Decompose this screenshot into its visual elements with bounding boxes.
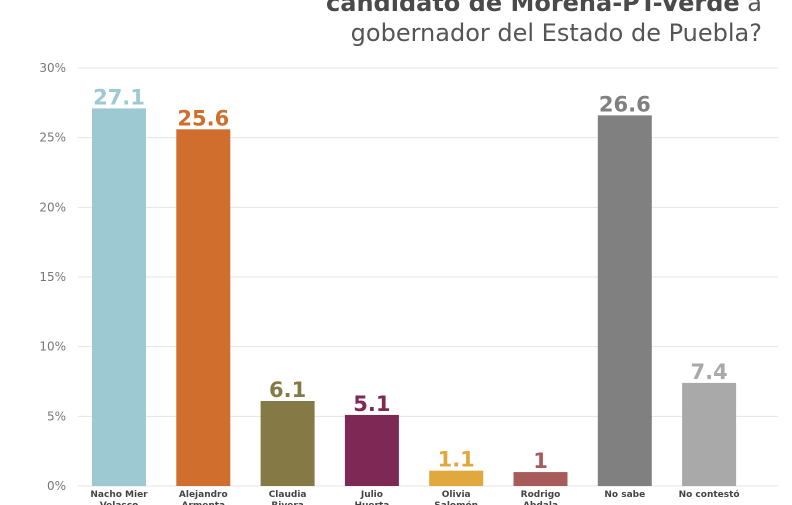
y-tick-label: 20% <box>39 200 66 214</box>
data-label: 7.4 <box>690 360 727 384</box>
data-label: 25.6 <box>177 106 229 130</box>
data-label: 1 <box>533 449 548 473</box>
x-tick-label: Alejandro <box>179 490 228 500</box>
x-tick-label: Claudia <box>269 490 307 500</box>
y-tick-label: 10% <box>39 340 66 354</box>
y-tick-label: 30% <box>39 61 66 75</box>
bar <box>92 108 146 486</box>
data-label: 6.1 <box>269 378 306 402</box>
title-line1-rest: a <box>739 0 762 17</box>
x-tick-label: Rivera <box>271 501 304 505</box>
bar <box>344 414 399 486</box>
data-label: 5.1 <box>353 392 390 416</box>
bar <box>513 472 568 486</box>
y-tick-label: 15% <box>39 270 66 284</box>
y-tick-label: 5% <box>47 409 66 423</box>
x-tick-label: Julio <box>360 490 383 500</box>
x-tick-label: Rodrigo <box>521 490 561 500</box>
bar <box>260 401 315 486</box>
chart-title: candidato de Morena-PT-Verde a gobernado… <box>326 0 762 48</box>
x-tick-label: Salomón <box>434 500 478 505</box>
data-label: 1.1 <box>438 448 475 472</box>
x-tick-label: Huerta <box>354 501 389 505</box>
y-tick-label: 25% <box>39 131 66 145</box>
bar <box>597 115 652 486</box>
x-tick-label: Nacho Mier <box>90 490 148 500</box>
title-line2: gobernador del Estado de Puebla? <box>350 19 762 47</box>
y-tick-label: 0% <box>47 479 66 493</box>
x-tick-label: Abdala <box>523 501 558 505</box>
x-tick-label: No sabe <box>604 490 645 500</box>
title-line1-bold: candidato de Morena-PT-Verde <box>326 0 740 17</box>
data-label: 26.6 <box>599 92 651 116</box>
x-tick-label: Armenta <box>181 501 225 505</box>
x-tick-label: Olivia <box>442 490 471 500</box>
bar <box>429 470 484 486</box>
data-label: 27.1 <box>93 85 145 109</box>
bar <box>682 382 737 486</box>
x-tick-label: Velasco <box>100 501 139 505</box>
x-tick-label: No contestó <box>679 489 740 500</box>
bar <box>176 129 231 486</box>
